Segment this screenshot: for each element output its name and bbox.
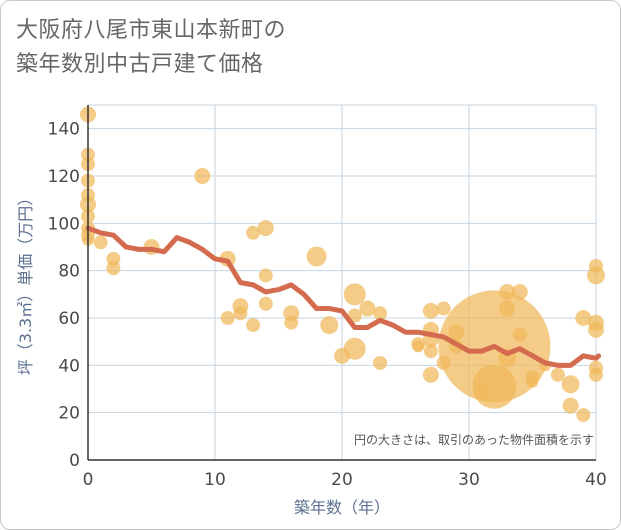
bubble-point: [258, 296, 273, 311]
bubble-point: [334, 347, 350, 364]
bubble-point: [373, 355, 388, 370]
x-tick-label: 10: [204, 470, 226, 490]
y-tick-label: 20: [58, 404, 80, 424]
bubble-point: [589, 367, 603, 382]
bubble-point: [473, 383, 490, 400]
y-tick-label: 60: [58, 309, 80, 329]
y-tick-label: 40: [58, 356, 80, 376]
bubble-point: [588, 321, 604, 338]
bubble-point: [306, 246, 327, 267]
bubble-point: [550, 367, 565, 382]
bubble-point: [359, 300, 376, 317]
bubble-point: [499, 300, 516, 317]
bubble-point: [512, 327, 527, 342]
x-tick-label: 0: [83, 470, 94, 490]
x-tick-label: 20: [331, 470, 353, 490]
y-tick-label: 0: [69, 451, 80, 471]
bubble-point: [106, 261, 121, 276]
x-tick-label: 40: [585, 470, 607, 490]
bubble-point: [320, 316, 339, 335]
bubble-point: [422, 366, 439, 383]
bubble-point: [511, 283, 528, 300]
bubble-point: [220, 311, 235, 325]
chart-title-line-2: 築年数別中古戸建て価格: [16, 52, 264, 77]
y-axis-label: 坪（3.3㎡）単価（万円）: [16, 190, 35, 375]
y-tick-label: 100: [48, 214, 80, 234]
bubble-point: [589, 258, 603, 273]
bubble-point: [194, 168, 211, 184]
y-tick-label: 120: [48, 167, 80, 187]
bubble-point: [436, 301, 451, 316]
trend-line: [85, 225, 602, 368]
chart-title: 大阪府八尾市東山本新町の 築年数別中古戸建て価格: [16, 14, 286, 82]
bubble-point: [499, 283, 516, 300]
bubble-point: [575, 310, 592, 326]
x-tick-label: 30: [458, 470, 480, 490]
bubble-point: [422, 302, 439, 319]
bubble-point: [246, 225, 261, 240]
chart-title-line-1: 大阪府八尾市東山本新町の: [16, 18, 287, 43]
bubble-point: [343, 283, 366, 306]
bubble-point: [576, 408, 591, 423]
bubble-point: [423, 344, 438, 359]
size-note: 円の大きさは、取引のあった物件面積を示す: [354, 432, 594, 447]
bubble-point: [93, 235, 108, 250]
bubble-point: [373, 306, 388, 321]
x-axis-label: 築年数（年）: [294, 498, 390, 517]
bubble-point: [246, 318, 261, 333]
bubble-point: [412, 340, 425, 353]
bubble-layer: [80, 106, 605, 423]
bubble-point: [561, 375, 580, 394]
bubble-point: [233, 306, 248, 321]
tick-labels: 0 20 40 60 80 100 120 140 0 10 20 30 40: [48, 120, 607, 490]
grid: [88, 104, 597, 460]
bubble-point: [258, 268, 273, 283]
bubble-point: [257, 220, 274, 237]
y-tick-label: 80: [58, 262, 80, 282]
axes: [87, 105, 596, 461]
bubble-point: [284, 315, 299, 330]
bubble-point: [526, 375, 539, 388]
bubble-point: [562, 397, 579, 414]
bubble-point: [436, 355, 451, 370]
bubble-point: [448, 324, 465, 341]
y-tick-label: 140: [48, 120, 80, 140]
